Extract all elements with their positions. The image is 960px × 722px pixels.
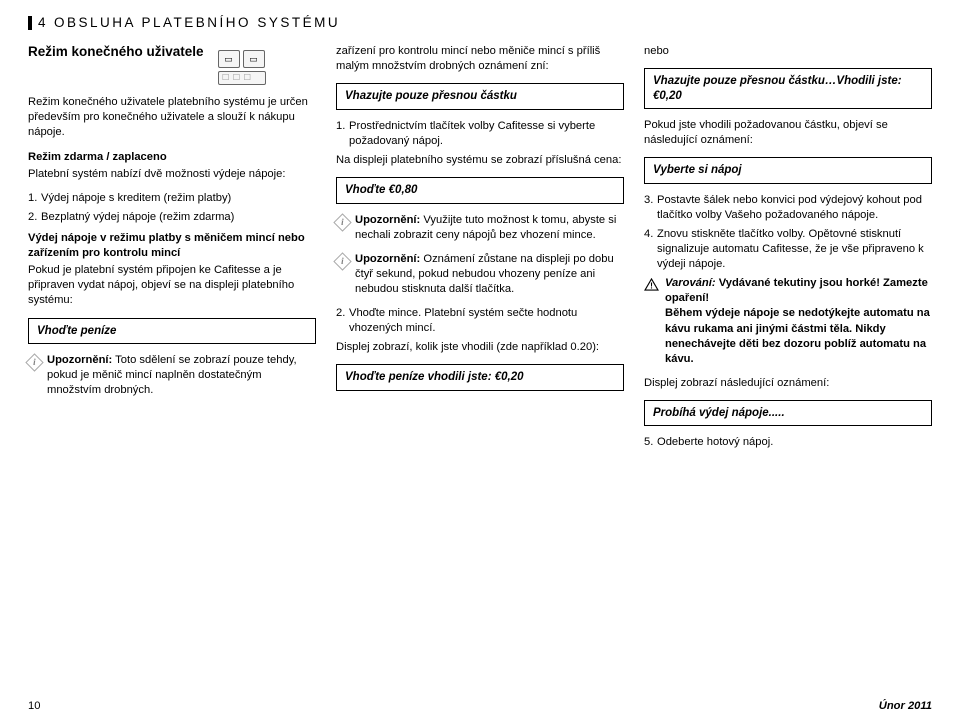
col3-p2: Pokud jste vhodili požadovanou částku, o… (644, 118, 932, 148)
col3-list2: Odeberte hotový nápoj. (644, 435, 932, 450)
svg-text:!: ! (650, 281, 653, 291)
col1-p2: Platební systém nabízí dvě možnosti výde… (28, 167, 316, 182)
info-icon: i (333, 213, 351, 231)
col1-sub1: Režim zdarma / zaplaceno (28, 150, 316, 165)
column-2: zařízení pro kontrolu mincí nebo měniče … (336, 44, 624, 454)
col3-list1: Postavte šálek nebo konvici pod výdejový… (644, 193, 932, 273)
col2-li2: Vhoďte mince. Platební systém sečte hodn… (336, 306, 624, 336)
col3-li3: Postavte šálek nebo konvici pod výdejový… (644, 193, 932, 223)
note-3: i Upozornění: Oznámení zůstane na disple… (336, 252, 624, 297)
col3-p1: nebo (644, 44, 932, 59)
col3-li4: Znovu stiskněte tlačítko volby. Opětovné… (644, 227, 932, 272)
footer-date: Únor 2011 (879, 699, 932, 714)
display-box-insert-coins: Vhoďte peníze (28, 318, 316, 344)
col1-li2: Bezplatný výdej nápoje (režim zdarma) (28, 210, 316, 225)
col1-li1: Výdej nápoje s kreditem (režim platby) (28, 191, 316, 206)
col3-li5: Odeberte hotový nápoj. (644, 435, 932, 450)
section-title-text: OBSLUHA PLATEBNÍHO SYSTÉMU (54, 14, 340, 32)
warn-title: Varování: (665, 277, 716, 289)
col1-heading: Režim konečného uživatele (28, 44, 204, 61)
warning-icon: ! (644, 278, 659, 291)
page-footer: 10 Únor 2011 (28, 699, 932, 714)
col1-p3: Pokud je platební systém připojen ke Caf… (28, 263, 316, 308)
display-box-exact-inserted: Vhazujte pouze přesnou částku…Vhodili js… (644, 68, 932, 109)
col2-p1: zařízení pro kontrolu mincí nebo měniče … (336, 44, 624, 74)
section-bar (28, 16, 32, 30)
warning-body-wrap: Varování: Vydávané tekutiny jsou horké! … (665, 276, 932, 367)
display-box-price: Vhoďte €0,80 (336, 177, 624, 203)
section-number: 4 (38, 14, 48, 32)
col3-p3: Displej zobrazí následující oznámení: (644, 376, 932, 391)
note-1: i Upozornění: Toto sdělení se zobrazí po… (28, 353, 316, 398)
content-columns: Režim konečného uživatele ▭ ▭ Režim kone… (28, 44, 932, 454)
note-2: i Upozornění: Využijte tuto možnost k to… (336, 213, 624, 243)
display-box-exact-amount: Vhazujte pouze přesnou částku (336, 83, 624, 109)
display-box-select-drink: Vyberte si nápoj (644, 157, 932, 183)
display-box-dispensing: Probíhá výdej nápoje..... (644, 400, 932, 426)
display-box-inserted: Vhoďte peníze vhodili jste: €0,20 (336, 364, 624, 390)
note1-title: Upozornění: (47, 354, 112, 366)
note2-title: Upozornění: (355, 214, 420, 226)
col2-p2: Na displeji platebního systému se zobraz… (336, 153, 624, 168)
col2-p3: Displej zobrazí, kolik jste vhodili (zde… (336, 340, 624, 355)
column-3: nebo Vhazujte pouze přesnou částku…Vhodi… (644, 44, 932, 454)
warning-note: ! Varování: Vydávané tekutiny jsou horké… (644, 276, 932, 367)
mode-icons: ▭ ▭ (218, 50, 266, 85)
col2-list1: Prostřednictvím tlačítek volby Cafitesse… (336, 119, 624, 149)
strip-icon (218, 71, 266, 85)
note3-title: Upozornění: (355, 253, 420, 265)
card-icon: ▭ (218, 50, 240, 68)
warn-body: Vydávané tekutiny jsou horké! Zamezte op… (665, 277, 930, 365)
page-number: 10 (28, 699, 40, 714)
col2-list2: Vhoďte mince. Platební systém sečte hodn… (336, 306, 624, 336)
info-icon: i (25, 353, 43, 371)
column-1: Režim konečného uživatele ▭ ▭ Režim kone… (28, 44, 316, 454)
info-icon: i (333, 252, 351, 270)
section-header: 4 OBSLUHA PLATEBNÍHO SYSTÉMU (28, 14, 932, 32)
col1-sub2: Výdej nápoje v režimu platby s měničem m… (28, 231, 316, 261)
col2-li1: Prostřednictvím tlačítek volby Cafitesse… (336, 119, 624, 149)
card-icon-2: ▭ (243, 50, 265, 68)
heading-row: Režim konečného uživatele ▭ ▭ (28, 44, 316, 85)
col1-list: Výdej nápoje s kreditem (režim platby) B… (28, 191, 316, 225)
col1-p1: Režim konečného uživatele platebního sys… (28, 95, 316, 140)
